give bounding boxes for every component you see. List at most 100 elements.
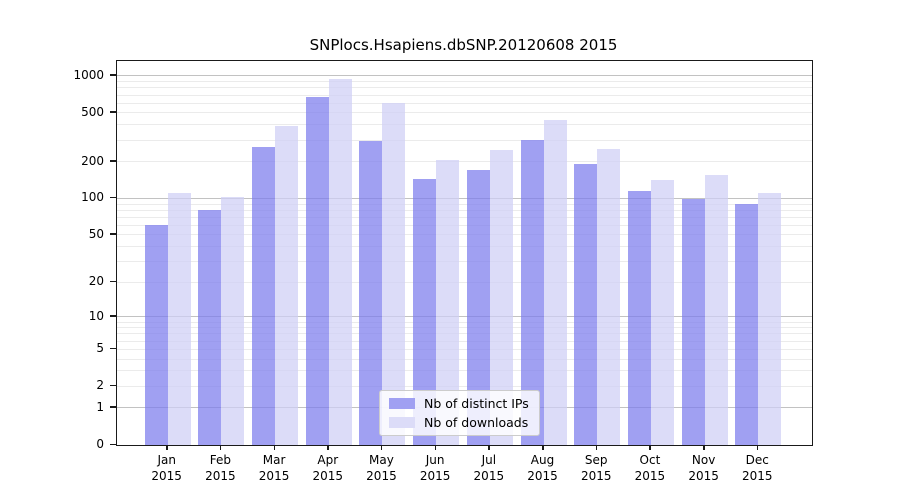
x-tick-mark-jun (434, 445, 437, 450)
gridline-700 (117, 94, 812, 96)
y-tick-mark-1 (110, 406, 116, 408)
bar-sep-downloads (597, 148, 621, 445)
gridline-2 (117, 385, 812, 387)
bar-apr-downloads (328, 79, 352, 445)
bar-jul-downloads (489, 149, 513, 445)
x-tick-label-apr: Apr 2015 (296, 452, 360, 484)
gridline-100 (117, 197, 812, 199)
y-tick-mark-0 (110, 443, 116, 445)
y-tick-mark-1000 (110, 74, 116, 76)
y-tick-mark-50 (110, 233, 116, 235)
month-label: Sep (584, 453, 608, 467)
month-label: Mar (262, 453, 286, 467)
x-tick-mark-sep (595, 445, 598, 450)
gridline-1000 (117, 75, 812, 77)
x-tick-label-jun: Jun 2015 (403, 452, 467, 484)
x-tick-label-jan: Jan 2015 (135, 452, 199, 484)
x-tick-mark-dec (756, 445, 759, 450)
bar-jun-downloads (436, 159, 460, 445)
y-tick-mark-200 (110, 160, 116, 162)
y-tick-mark-100 (110, 196, 116, 199)
x-tick-mark-oct (649, 445, 651, 450)
x-tick-label-dec: Dec 2015 (725, 452, 789, 484)
gridline-500 (117, 112, 812, 114)
gridline-400 (117, 124, 812, 126)
x-tick-label-nov: Nov 2015 (672, 452, 736, 484)
year-label: 2015 (312, 469, 344, 483)
legend-swatch-ips (389, 398, 415, 409)
month-label: Feb (209, 453, 231, 467)
month-label: Nov (691, 453, 716, 467)
month-label: Jun (425, 453, 445, 467)
x-tick-label-may: May 2015 (349, 452, 413, 484)
x-tick-mark-nov (703, 445, 705, 450)
y-tick-mark-500 (110, 111, 116, 113)
bar-mar-distinct-ips (252, 146, 276, 445)
year-label: 2015 (419, 469, 451, 483)
month-label: Aug (530, 453, 555, 467)
y-tick-label-50: 50 (88, 226, 104, 241)
x-tick-mark-feb (219, 445, 222, 450)
gridline-60 (117, 224, 812, 226)
bar-jan-downloads (167, 192, 191, 445)
y-tick-label-5: 5 (96, 341, 104, 356)
gridline-900 (117, 81, 812, 83)
x-tick-mark-aug (542, 445, 544, 450)
bar-oct-distinct-ips (627, 191, 651, 445)
x-tick-label-jul: Jul 2015 (457, 452, 521, 484)
x-tick-label-oct: Oct 2015 (618, 452, 682, 484)
y-tick-label-1000: 1000 (73, 67, 104, 82)
bar-dec-distinct-ips (735, 204, 759, 445)
y-tick-label-2: 2 (96, 378, 104, 393)
x-tick-label-feb: Feb 2015 (188, 452, 252, 484)
y-tick-mark-10 (110, 315, 116, 317)
x-tick-label-mar: Mar 2015 (242, 452, 306, 484)
month-label: Jan (157, 453, 176, 467)
gridline-9 (117, 321, 812, 323)
bar-dec-downloads (758, 192, 782, 445)
bar-jan-distinct-ips (144, 225, 168, 445)
month-label: Dec (745, 453, 769, 467)
legend-label-downloads: Nb of downloads (424, 415, 529, 430)
bar-may-distinct-ips (359, 141, 383, 445)
y-tick-mark-5 (110, 347, 116, 350)
y-tick-label-200: 200 (81, 153, 104, 168)
bar-may-downloads (382, 103, 406, 445)
bar-jun-distinct-ips (413, 178, 437, 445)
x-tick-mark-jul (488, 445, 490, 450)
bar-nov-downloads (704, 174, 728, 445)
year-label: 2015 (473, 469, 505, 483)
gridline-50 (117, 234, 812, 236)
y-tick-label-500: 500 (81, 104, 104, 119)
x-tick-label-sep: Sep 2015 (564, 452, 628, 484)
gridline-80 (117, 209, 812, 211)
year-label: 2015 (580, 469, 612, 483)
gridline-8 (117, 327, 812, 329)
year-label: 2015 (258, 469, 290, 483)
year-label: 2015 (205, 469, 236, 483)
gridline-200 (117, 161, 812, 163)
bar-nov-distinct-ips (681, 198, 705, 445)
gridline-90 (117, 203, 812, 205)
bar-mar-downloads (275, 126, 299, 445)
bar-feb-downloads (221, 197, 245, 445)
x-tick-mark-mar (273, 445, 276, 450)
gridline-20 (117, 281, 812, 283)
legend: Nb of distinct IPs Nb of downloads (379, 390, 540, 436)
chart-title: SNPlocs.Hsapiens.dbSNP.20120608 2015 (309, 36, 618, 54)
y-tick-mark-2 (110, 384, 116, 387)
bar-oct-downloads (650, 179, 674, 445)
gridline-800 (117, 87, 812, 89)
y-tick-mark-20 (110, 280, 116, 283)
bar-aug-downloads (543, 120, 567, 445)
x-tick-mark-may (380, 445, 383, 450)
year-label: 2015 (366, 469, 397, 483)
bar-aug-distinct-ips (520, 140, 544, 445)
x-tick-mark-apr (327, 445, 329, 450)
gridline-30 (117, 261, 812, 263)
y-tick-label-1: 1 (96, 399, 104, 414)
gridline-4 (117, 358, 812, 360)
legend-swatch-downloads (389, 417, 415, 428)
legend-label-ips: Nb of distinct IPs (424, 396, 529, 411)
